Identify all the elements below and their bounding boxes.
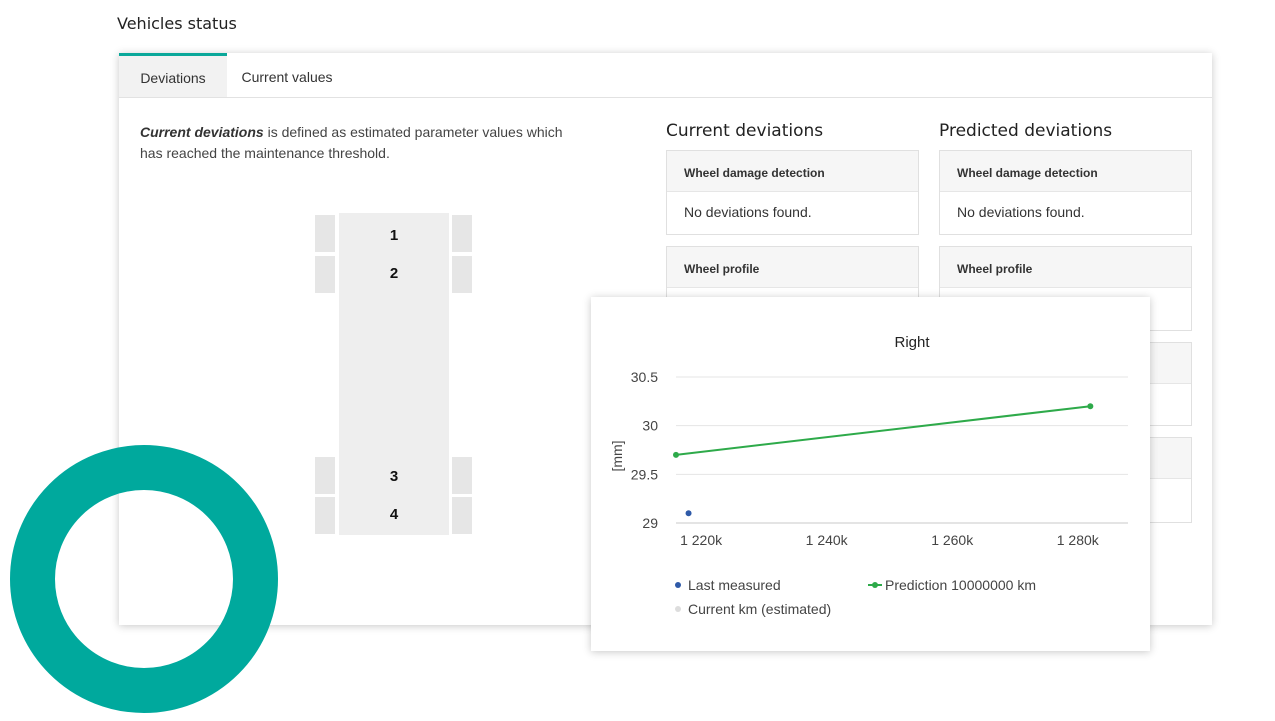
y-tick-label: 30 <box>642 418 658 434</box>
legend-label: Last measured <box>688 577 781 593</box>
page-title: Vehicles status <box>117 14 237 33</box>
description: Current deviations is defined as estimat… <box>140 122 580 164</box>
predicted-wheel-damage-card: Wheel damage detection No deviations fou… <box>939 150 1192 235</box>
wheel-4-right[interactable] <box>452 497 472 534</box>
legend-marker <box>675 582 681 588</box>
current-deviations-title: Current deviations <box>666 121 824 141</box>
decorative-ring <box>10 445 278 713</box>
y-tick-label: 29 <box>642 515 658 531</box>
prediction-point <box>673 451 679 458</box>
axle-number[interactable]: 3 <box>389 468 399 485</box>
wheel-4-left[interactable] <box>315 497 335 534</box>
x-tick-label: 1 240k <box>806 532 849 548</box>
legend-marker <box>675 606 681 612</box>
predicted-deviations-title: Predicted deviations <box>939 121 1113 141</box>
y-tick-label: 29.5 <box>631 466 658 482</box>
wheel-2-right[interactable] <box>452 256 472 293</box>
x-tick-label: 1 220k <box>680 532 723 548</box>
card-header: Wheel profile <box>667 247 918 288</box>
wheel-3-right[interactable] <box>452 457 472 494</box>
prediction-point <box>1087 403 1094 410</box>
wheel-profile-chart: Right [mm] 29 29.5 30 30.5 1 220k 1 240k 1 260k 1… <box>609 334 1128 617</box>
card-body: No deviations found. <box>684 204 812 220</box>
description-text: is defined as estimated parameter values… <box>140 124 563 161</box>
axle-number[interactable]: 1 <box>389 227 399 244</box>
x-tick-label: 1 280k <box>1057 532 1100 548</box>
tab-deviations[interactable]: Deviations <box>119 53 227 97</box>
tab-current-values[interactable]: Current values <box>241 69 333 85</box>
wheel-1-right[interactable] <box>452 215 472 252</box>
current-wheel-damage-card: Wheel damage detection No deviations fou… <box>666 150 919 235</box>
legend-label: Prediction 10000000 km <box>885 577 1036 593</box>
x-tick-label: 1 260k <box>931 532 974 548</box>
y-tick-label: 30.5 <box>631 369 658 385</box>
chart-title: Right <box>894 334 930 351</box>
measured-point <box>685 510 692 517</box>
axle-number[interactable]: 4 <box>389 506 399 523</box>
card-body: No deviations found. <box>957 204 1085 220</box>
vehicle-body: 1 2 3 4 <box>339 213 449 535</box>
description-emphasis: Current deviations <box>140 124 264 140</box>
legend-marker <box>872 582 878 588</box>
chart-panel: Right [mm] 29 29.5 30 30.5 1 220k 1 240k 1 260k 1… <box>591 297 1150 651</box>
card-header: Wheel damage detection <box>667 151 918 192</box>
card-header: Wheel damage detection <box>940 151 1191 192</box>
legend-label: Current km (estimated) <box>688 601 831 617</box>
wheel-3-left[interactable] <box>315 457 335 494</box>
wheel-2-left[interactable] <box>315 256 335 293</box>
y-axis-label: [mm] <box>609 440 625 471</box>
prediction-line <box>675 405 1091 456</box>
axle-number[interactable]: 2 <box>389 265 399 282</box>
tab-bar: Deviations Current values <box>119 53 1212 98</box>
wheel-1-left[interactable] <box>315 215 335 252</box>
card-header: Wheel profile <box>940 247 1191 288</box>
